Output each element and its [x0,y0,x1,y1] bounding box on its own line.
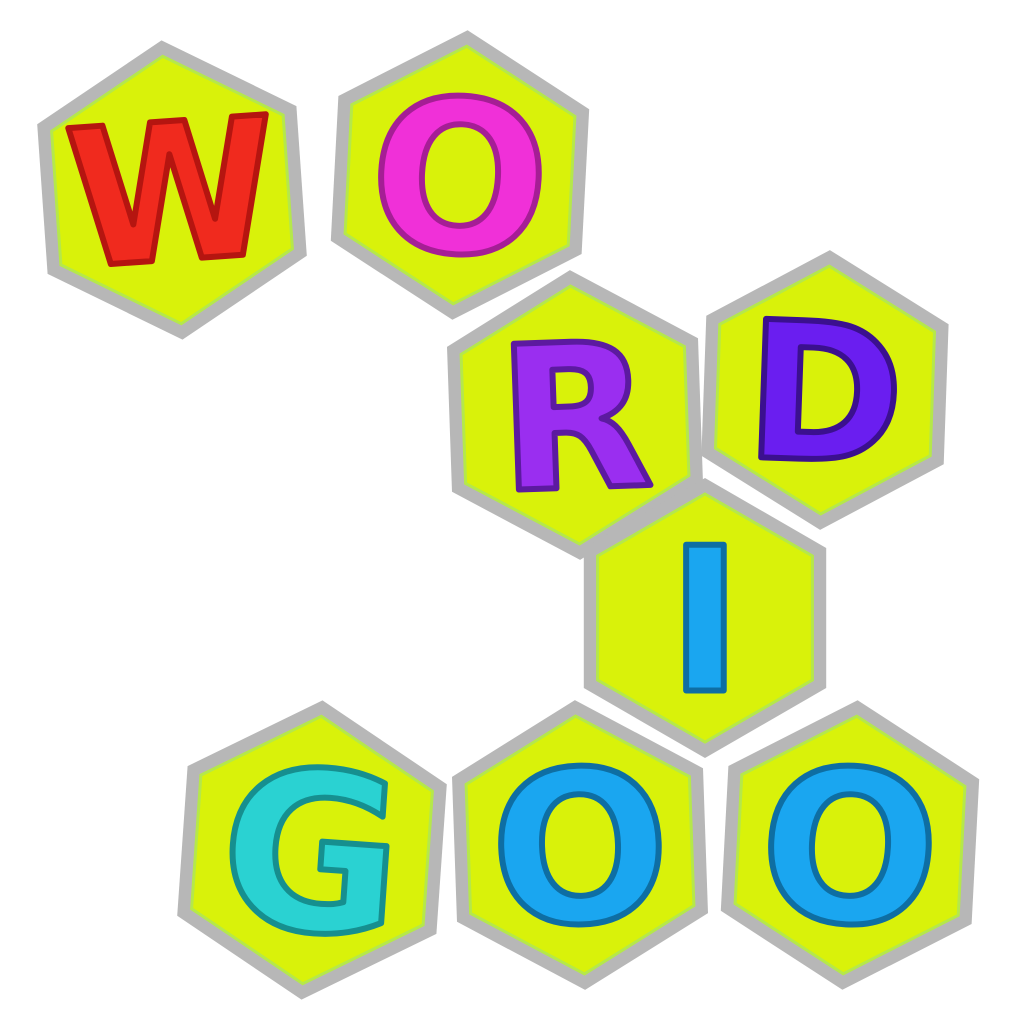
letter-tile-i: I [583,478,827,758]
letter-tile-o-3: O [720,700,980,990]
letter-tile-r: R [447,270,703,560]
tile-face [596,492,814,744]
tile-letter: R [494,300,656,538]
tile-letter: G [213,720,411,988]
tile-letter: W [60,76,284,311]
tile-letter: I [668,506,742,739]
tile-face [459,284,691,546]
letter-tile-w: W [37,40,307,340]
tile-face [50,54,294,326]
tile-letter: O [364,52,555,306]
tile-face [733,714,967,976]
tile-letter: O [754,722,945,976]
tile-letter: D [742,281,907,507]
letter-tile-o: O [330,30,590,320]
tile-face [464,714,696,976]
letter-tile-d: D [701,250,949,530]
letter-tile-g: G [177,700,447,1000]
letter-tile-o-2: O [452,700,708,990]
tile-letter: O [487,723,674,974]
tile-face [343,44,577,306]
tile-face [190,714,434,986]
tile-face [713,264,937,516]
